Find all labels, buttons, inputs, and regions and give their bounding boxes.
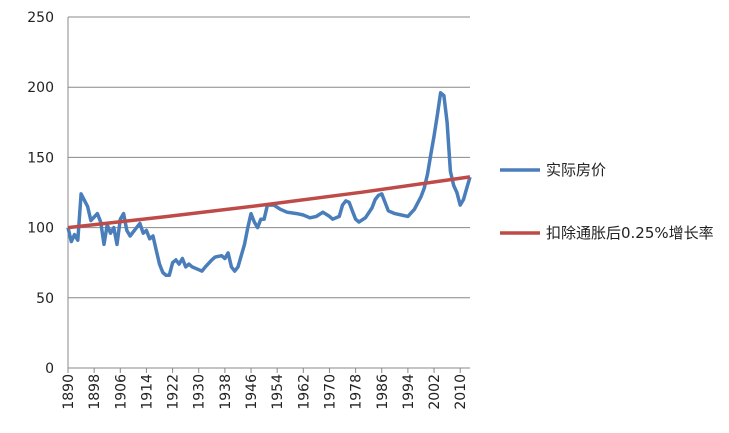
- y-tick-label: 250: [27, 10, 54, 26]
- x-tick-label: 1938: [218, 374, 234, 410]
- x-tick-label: 1986: [375, 374, 391, 410]
- y-tick-label: 150: [27, 150, 54, 166]
- x-tick-label: 1962: [296, 374, 312, 410]
- x-tick-label: 1946: [244, 374, 260, 410]
- series-line: [66, 91, 472, 278]
- x-tick-label: 1898: [87, 374, 103, 410]
- x-tick-label: 1890: [61, 374, 77, 410]
- y-tick-label: 100: [27, 221, 54, 237]
- y-tick-label: 0: [45, 361, 54, 377]
- x-tick-label: 2010: [453, 374, 469, 410]
- legend-label: 实际房价: [546, 161, 607, 179]
- series-line: [67, 175, 471, 230]
- legend-label: 扣除通胀后0.25%增长率: [546, 224, 714, 242]
- x-tick-label: 1970: [322, 374, 338, 410]
- x-tick-label: 1906: [113, 374, 129, 410]
- x-tick-label: 1930: [192, 374, 208, 410]
- y-tick-label: 200: [27, 80, 54, 96]
- x-tick-label: 1954: [270, 374, 286, 410]
- x-tick-label: 1914: [139, 374, 155, 410]
- x-tick-label: 1994: [401, 374, 417, 410]
- x-tick-label: 2002: [427, 374, 443, 410]
- x-tick-label: 1978: [349, 374, 365, 410]
- x-tick-label: 1922: [166, 374, 182, 410]
- y-tick-label: 50: [36, 291, 54, 307]
